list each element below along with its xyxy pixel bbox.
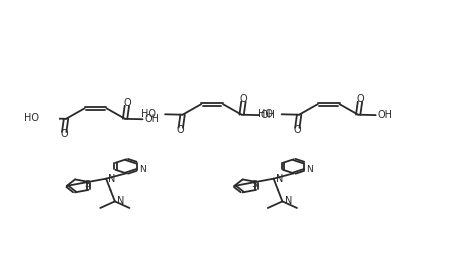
Text: HO: HO: [24, 113, 39, 124]
Text: OH: OH: [377, 110, 392, 120]
Text: S: S: [84, 180, 90, 189]
Text: O: O: [123, 98, 131, 108]
Text: O: O: [240, 94, 247, 104]
Text: O: O: [61, 129, 68, 139]
Text: O: O: [356, 94, 364, 104]
Text: HO: HO: [258, 109, 273, 119]
Text: N: N: [276, 174, 283, 184]
Text: N: N: [306, 165, 313, 174]
Text: HO: HO: [141, 109, 156, 119]
Text: N: N: [117, 196, 125, 206]
Text: N: N: [108, 174, 116, 184]
Text: N: N: [139, 165, 146, 174]
Text: N: N: [285, 196, 292, 206]
Text: OH: OH: [144, 114, 159, 124]
Text: O: O: [177, 125, 185, 135]
Text: OH: OH: [261, 110, 276, 120]
Text: O: O: [294, 125, 301, 135]
Text: S: S: [252, 180, 258, 189]
